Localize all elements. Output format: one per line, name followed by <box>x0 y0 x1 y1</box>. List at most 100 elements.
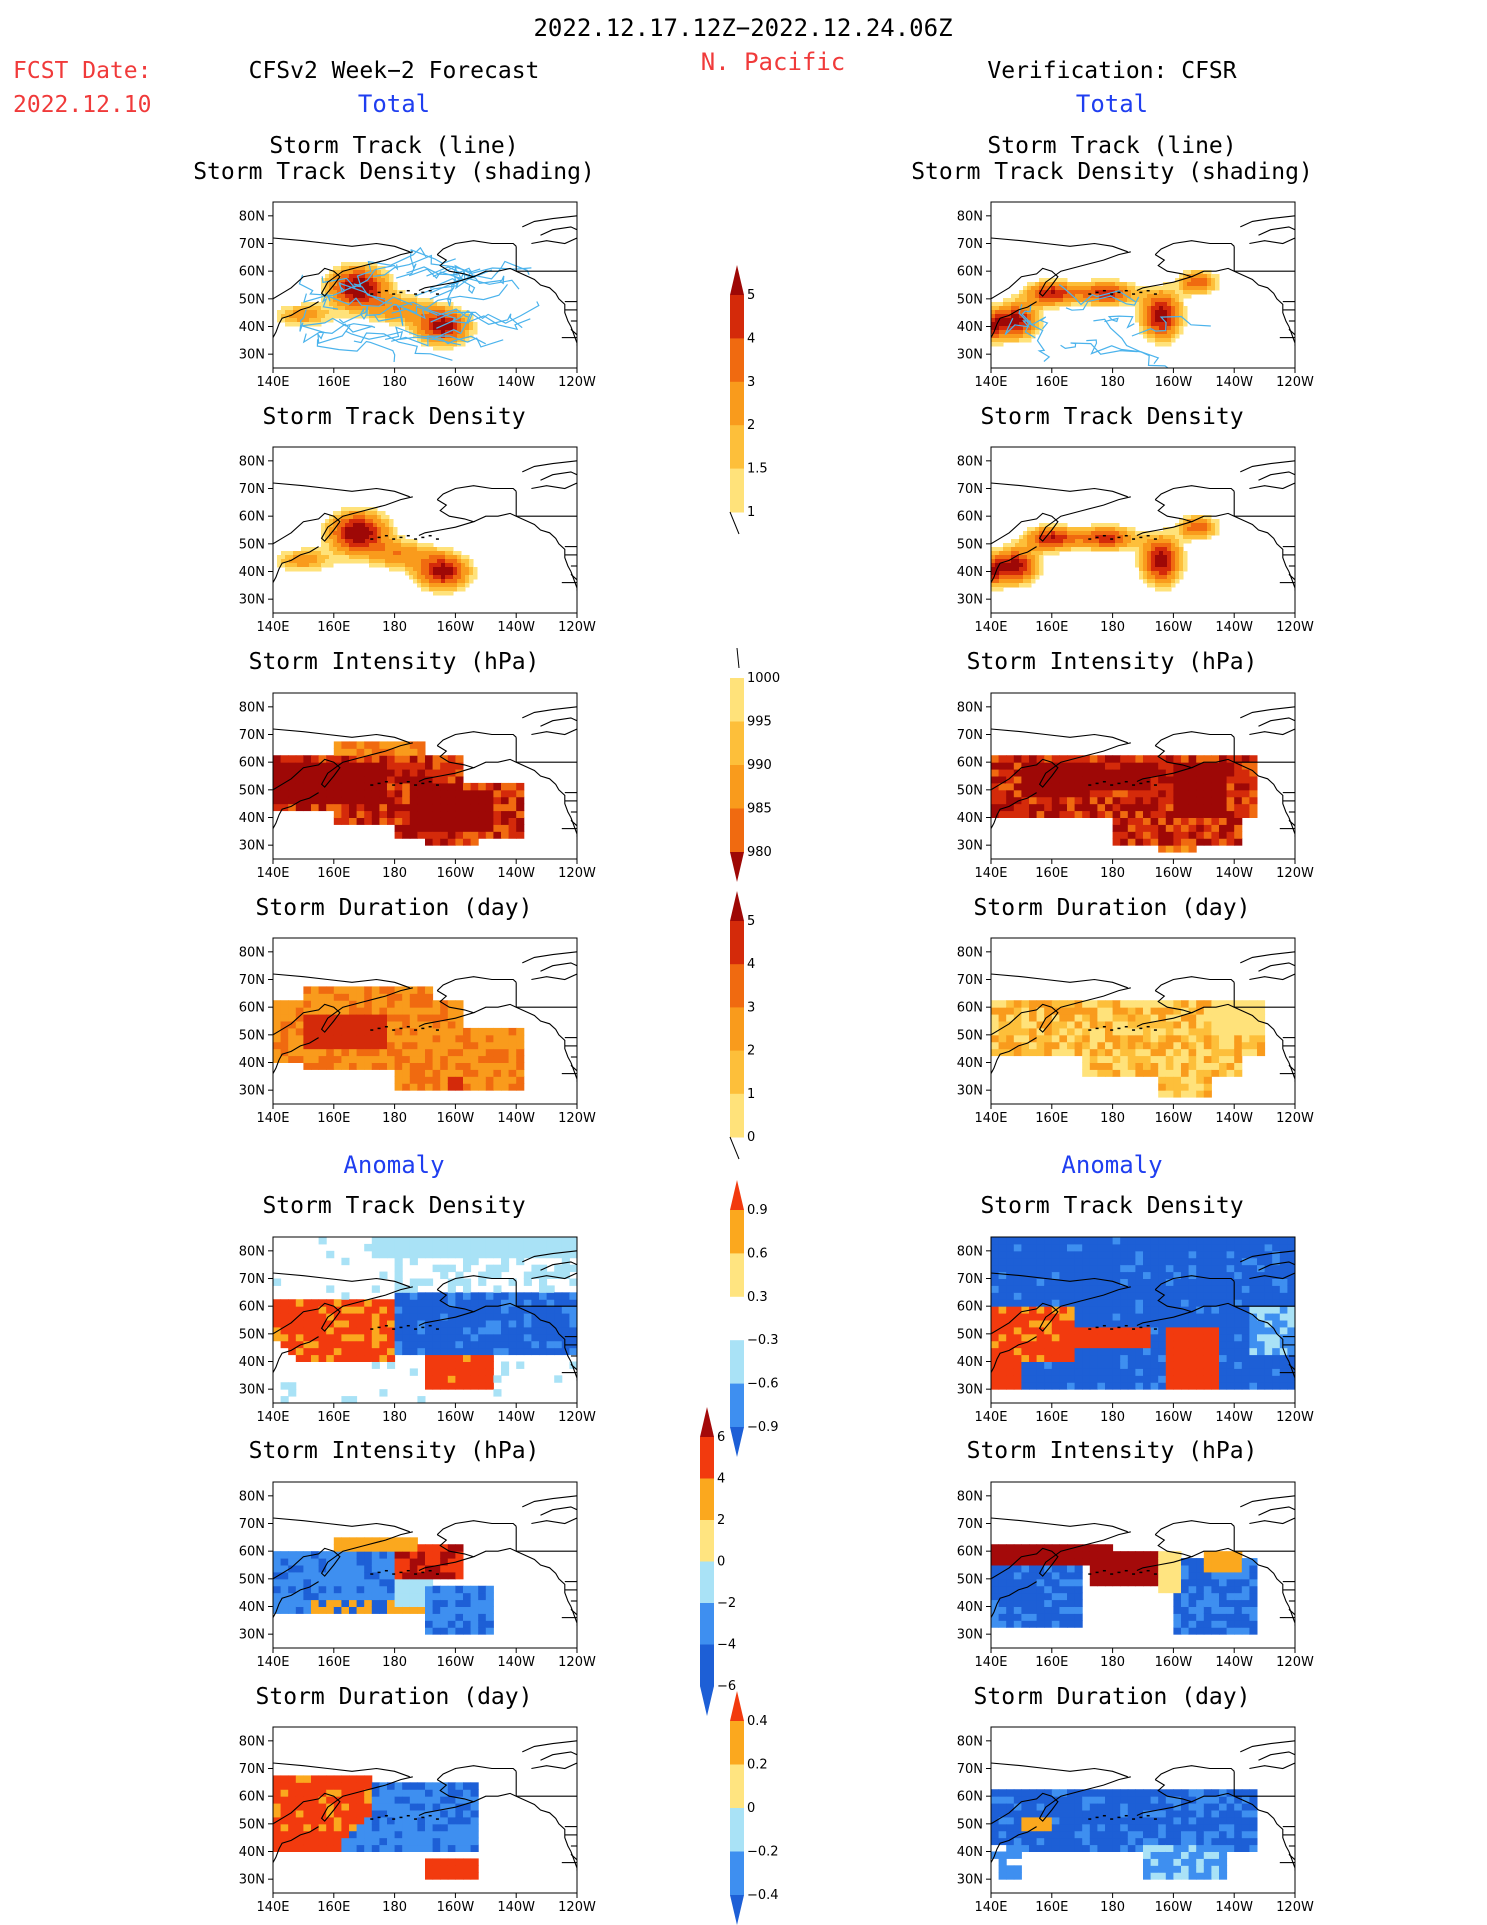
lon-tick-label: 160W <box>437 620 475 635</box>
lat-tick-label: 70N <box>239 1517 265 1532</box>
lat-tick-label: 80N <box>957 209 983 224</box>
lon-tick-label: 140E <box>974 375 1007 390</box>
lon-tick-label: 160E <box>1035 375 1068 390</box>
lat-tick-label: 80N <box>239 1244 265 1259</box>
lon-tick-label: 160E <box>1035 1410 1068 1425</box>
lon-tick-label: 160E <box>1035 866 1068 881</box>
colorbar-tick-label: −0.4 <box>747 1888 779 1903</box>
lat-tick-label: 40N <box>239 320 265 335</box>
lat-tick-label: 60N <box>239 265 265 280</box>
lat-tick-label: 30N <box>957 1383 983 1398</box>
colorbar-tick-label: −0.9 <box>747 1420 779 1435</box>
lon-tick-label: 160W <box>437 375 475 390</box>
lat-tick-label: 70N <box>239 482 265 497</box>
lat-tick-label: 80N <box>239 454 265 469</box>
map-panel: 80N 70N 60N 50N 40N 30N 140E 160E 180 160W 140W 120… <box>943 689 1317 885</box>
map-panel: 80N 70N 60N 50N 40N 30N 140E 160E 180 160W 140W 120… <box>225 934 599 1130</box>
lon-tick-label: 160W <box>1155 1111 1193 1126</box>
map-panel: 80N 70N 60N 50N 40N 30N 140E 160E 180 160W 140W 120… <box>225 443 599 639</box>
lon-tick-label: 180 <box>1100 1410 1125 1425</box>
lat-tick-label: 30N <box>239 1628 265 1643</box>
lat-tick-label: 40N <box>239 1355 265 1370</box>
lat-tick-label: 80N <box>239 1734 265 1749</box>
lon-tick-label: 160W <box>437 1655 475 1670</box>
panel-title: Storm Track Density <box>262 404 526 430</box>
colorbar-anomaly-duration: 0.4 0.2 0 −0.2 −0.4 <box>724 1691 804 1925</box>
lon-tick-label: 140W <box>497 620 535 635</box>
lat-tick-label: 60N <box>957 1790 983 1805</box>
lon-tick-label: 140E <box>256 620 289 635</box>
lon-tick-label: 160E <box>1035 1655 1068 1670</box>
region-title: N. Pacific <box>700 48 846 76</box>
panel-title: Storm Track Density <box>980 404 1244 430</box>
lat-tick-label: 70N <box>957 1272 983 1287</box>
lat-tick-label: 50N <box>957 292 983 307</box>
lon-tick-label: 140E <box>256 1111 289 1126</box>
lon-tick-label: 160E <box>317 1900 350 1915</box>
lat-tick-label: 70N <box>239 973 265 988</box>
forecast-anomaly-label: Anomaly <box>343 1151 445 1179</box>
lon-tick-label: 140E <box>974 1410 1007 1425</box>
lat-tick-label: 60N <box>957 1001 983 1016</box>
lon-tick-label: 140E <box>974 1655 1007 1670</box>
panel-title: Storm Intensity (hPa) <box>248 649 540 675</box>
lat-tick-label: 70N <box>957 482 983 497</box>
colorbar-anomaly-intensity: 6 4 2 0 −2 −4 −6 <box>694 1407 774 1716</box>
lat-tick-label: 40N <box>957 1600 983 1615</box>
lon-tick-label: 180 <box>1100 375 1125 390</box>
lat-tick-label: 70N <box>957 1762 983 1777</box>
lat-tick-label: 70N <box>957 1517 983 1532</box>
lon-tick-label: 180 <box>382 375 407 390</box>
lat-tick-label: 60N <box>239 1790 265 1805</box>
lat-tick-label: 30N <box>957 1873 983 1888</box>
lon-tick-label: 140E <box>256 1900 289 1915</box>
lon-tick-label: 140W <box>1215 1655 1253 1670</box>
lon-tick-label: 160W <box>437 1410 475 1425</box>
lon-tick-label: 160E <box>1035 1900 1068 1915</box>
lat-tick-label: 50N <box>239 1572 265 1587</box>
lon-tick-label: 140E <box>974 1900 1007 1915</box>
lat-tick-label: 30N <box>957 839 983 854</box>
panel-title-line: Storm Track (line) <box>269 133 519 159</box>
panel-title: Storm Track Density <box>262 1193 526 1219</box>
lat-tick-label: 50N <box>957 1817 983 1832</box>
lat-tick-label: 40N <box>239 1600 265 1615</box>
lat-tick-label: 30N <box>239 1383 265 1398</box>
lat-tick-label: 30N <box>239 1873 265 1888</box>
map-panel: 80N 70N 60N 50N 40N 30N 140E 160E 180 160W 140W 120… <box>225 1233 599 1429</box>
lon-tick-label: 160E <box>317 620 350 635</box>
lat-tick-label: 40N <box>239 1845 265 1860</box>
lat-tick-label: 80N <box>239 945 265 960</box>
colorbar-tick-label: 3 <box>747 1000 755 1015</box>
forecast-total-label: Total <box>357 90 431 118</box>
lat-tick-label: 80N <box>957 1489 983 1504</box>
panel-title: Storm Duration (day) <box>973 895 1251 921</box>
lon-tick-label: 140W <box>497 1111 535 1126</box>
colorbar-tick-label: 4 <box>717 1472 725 1487</box>
lon-tick-label: 140W <box>1215 1410 1253 1425</box>
lon-tick-label: 120W <box>558 620 596 635</box>
lat-tick-label: 70N <box>239 1272 265 1287</box>
colorbar-tick-label: 980 <box>747 845 772 860</box>
lat-tick-label: 40N <box>239 1056 265 1071</box>
colorbar-tick-label: 3 <box>747 375 755 390</box>
lat-tick-label: 50N <box>239 292 265 307</box>
panel-title: Storm Intensity (hPa) <box>248 1438 540 1464</box>
lon-tick-label: 120W <box>1276 866 1314 881</box>
lon-tick-label: 140W <box>497 866 535 881</box>
colorbar-tick-label: 0.4 <box>747 1714 768 1729</box>
lat-tick-label: 70N <box>239 1762 265 1777</box>
lon-tick-label: 180 <box>1100 1111 1125 1126</box>
lat-tick-label: 60N <box>957 1300 983 1315</box>
lon-tick-label: 180 <box>382 866 407 881</box>
lon-tick-label: 180 <box>382 620 407 635</box>
lat-tick-label: 70N <box>957 237 983 252</box>
lat-tick-label: 60N <box>957 265 983 280</box>
lat-tick-label: 70N <box>957 973 983 988</box>
lon-tick-label: 140E <box>256 1655 289 1670</box>
colorbar-tick-label: −6 <box>717 1679 736 1694</box>
lat-tick-label: 30N <box>957 1628 983 1643</box>
lat-tick-label: 50N <box>239 1327 265 1342</box>
lon-tick-label: 120W <box>1276 620 1314 635</box>
lat-tick-label: 80N <box>957 700 983 715</box>
